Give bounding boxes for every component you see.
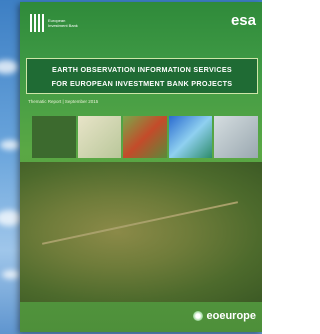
eib-logo: European Investment Bank: [30, 14, 78, 32]
thumbnail: [169, 116, 213, 158]
esa-logo: esa: [231, 12, 256, 29]
thumbnail: [78, 116, 122, 158]
cloud: [0, 210, 22, 226]
thumbnail: [32, 116, 76, 158]
river: [42, 201, 238, 245]
logo-bars: [30, 14, 44, 32]
thumbnail: [123, 116, 167, 158]
footer-logo: eoeurope: [193, 310, 256, 322]
logo-text: eoeurope: [206, 310, 256, 322]
logo-text: European Investment Bank: [48, 18, 78, 28]
page: European Investment Bank esa EARTH OBSER…: [0, 0, 262, 334]
satellite-image: [20, 162, 262, 302]
cloud: [0, 140, 20, 150]
cloud: [0, 60, 18, 74]
title-box: EARTH OBSERVATION INFORMATION SERVICES F…: [26, 58, 258, 94]
thumbnail-row: [32, 116, 258, 158]
title-line: FOR EUROPEAN INVESTMENT BANK PROJECTS: [27, 79, 257, 88]
title-line: EARTH OBSERVATION INFORMATION SERVICES: [27, 65, 257, 74]
cloud: [2, 270, 20, 279]
report-cover: European Investment Bank esa EARTH OBSER…: [20, 2, 262, 332]
logo-icon: [193, 311, 203, 321]
subtitle: Thematic Report | September 2015: [28, 99, 98, 104]
thumbnail: [214, 116, 258, 158]
